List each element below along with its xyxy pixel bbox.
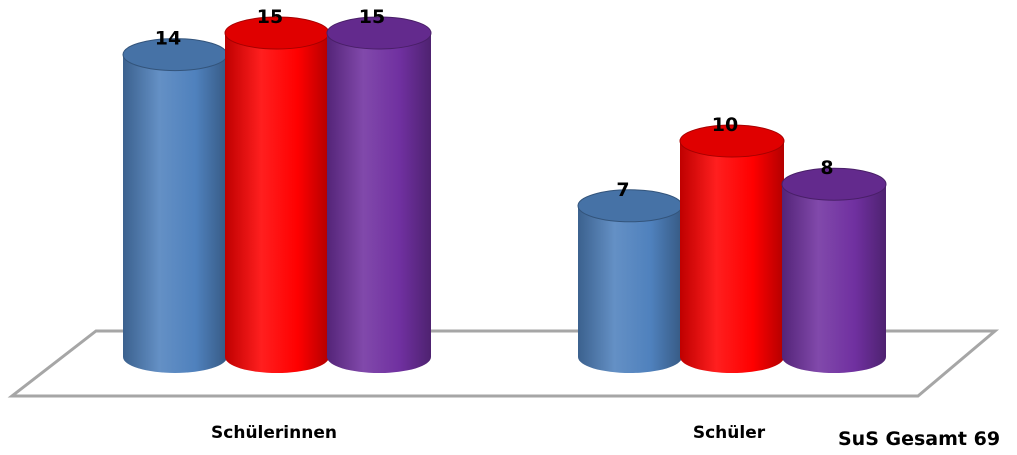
bar-1-2 [224, 16, 330, 373]
value-label-2-2: 10 [712, 114, 738, 136]
bar-1-3 [326, 16, 432, 373]
bar-1-1 [122, 38, 228, 373]
category-label-2: Schüler [693, 423, 766, 443]
bar-2-3 [781, 167, 887, 373]
value-label-1-2: 15 [257, 6, 283, 28]
bar-2-2 [679, 124, 785, 373]
value-label-1-1: 14 [155, 28, 181, 50]
total-students-label: SuS Gesamt 69 [838, 428, 1001, 450]
value-label-1-3: 15 [359, 6, 385, 28]
value-label-2-1: 7 [616, 179, 629, 201]
category-label-1: Schülerinnen [211, 423, 337, 443]
value-label-2-3: 8 [820, 157, 833, 179]
bar-2-1 [577, 189, 683, 373]
